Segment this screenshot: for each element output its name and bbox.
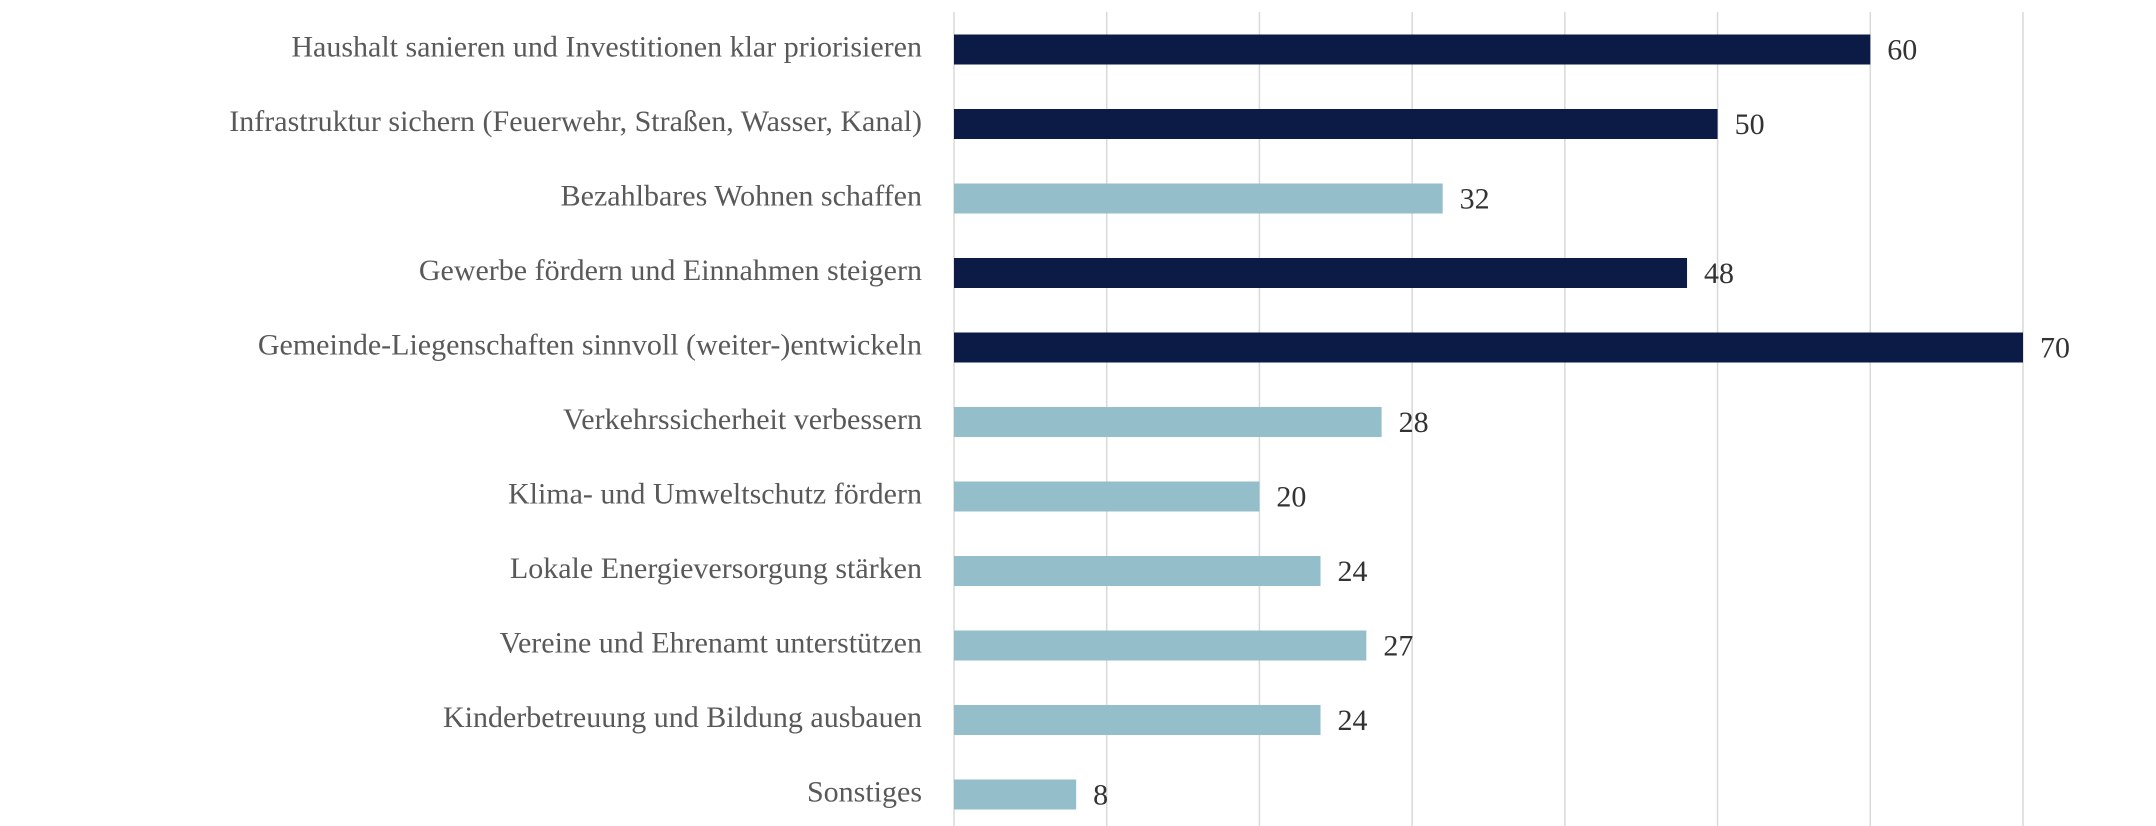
bar	[954, 705, 1321, 735]
value-label: 70	[2040, 331, 2070, 364]
category-label: Gemeinde-Liegenschaften sinnvoll (weiter…	[258, 328, 922, 361]
category-label: Klima- und Umweltschutz fördern	[508, 477, 922, 510]
bar	[954, 183, 1443, 214]
value-label: 50	[1735, 108, 1765, 141]
bar	[954, 34, 1871, 65]
value-label: 24	[1338, 704, 1368, 737]
value-label: 60	[1887, 33, 1917, 66]
value-label: 20	[1276, 480, 1306, 513]
bar	[954, 109, 1718, 139]
value-label: 8	[1093, 778, 1108, 811]
category-label: Infrastruktur sichern (Feuerwehr, Straße…	[229, 105, 922, 138]
category-label: Bezahlbares Wohnen schaffen	[561, 179, 922, 212]
value-label: 48	[1704, 257, 1734, 290]
bar	[954, 407, 1382, 437]
category-label: Vereine und Ehrenamt unterstützen	[500, 626, 922, 659]
category-label: Kinderbetreuung und Bildung ausbauen	[443, 701, 922, 734]
category-label: Haushalt sanieren und Investitionen klar…	[291, 30, 922, 63]
category-label: Gewerbe fördern und Einnahmen steigern	[419, 254, 922, 287]
value-label: 32	[1460, 182, 1490, 215]
bar	[954, 630, 1367, 661]
value-label: 24	[1338, 555, 1368, 588]
value-label: 28	[1399, 406, 1429, 439]
bar	[954, 258, 1688, 288]
bar	[954, 556, 1321, 586]
bar	[954, 332, 2023, 363]
category-label: Verkehrssicherheit verbessern	[563, 403, 922, 436]
bar	[954, 779, 1077, 810]
category-label: Sonstiges	[807, 775, 922, 808]
category-label: Lokale Energieversorgung stärken	[510, 552, 922, 585]
bar	[954, 481, 1260, 512]
value-label: 27	[1383, 629, 1413, 662]
